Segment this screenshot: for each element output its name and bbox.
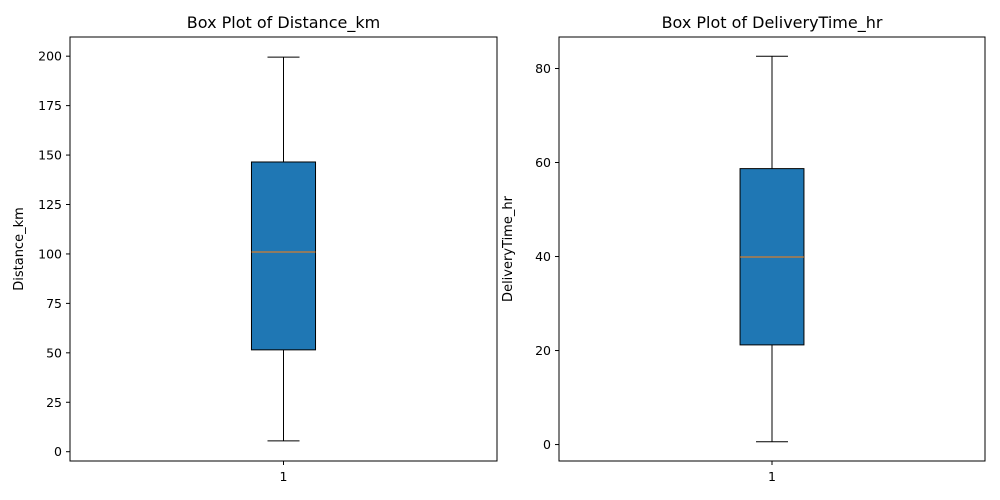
y-tick-label: 200 bbox=[38, 49, 62, 64]
y-tick-label: 125 bbox=[38, 197, 62, 212]
y-axis-label: DeliveryTime_hr bbox=[501, 195, 516, 302]
plot-frame bbox=[69, 36, 498, 462]
y-tick-label: 75 bbox=[46, 296, 62, 311]
chart-title: Box Plot of Distance_km bbox=[187, 13, 380, 33]
x-tick-label: 1 bbox=[768, 469, 776, 484]
iqr-box bbox=[250, 161, 317, 351]
chart-panel-2: Box Plot of DeliveryTime_hr DeliveryTime_… bbox=[501, 13, 986, 484]
chart-title: Box Plot of DeliveryTime_hr bbox=[662, 13, 883, 33]
y-tick-label: 175 bbox=[38, 98, 62, 113]
y-tick-label: 80 bbox=[535, 61, 551, 76]
y-tick-label: 0 bbox=[543, 437, 551, 452]
y-tick-label: 20 bbox=[535, 343, 551, 358]
y-tick-label: 40 bbox=[535, 249, 551, 264]
y-tick-label: 50 bbox=[46, 345, 62, 360]
y-tick-label: 0 bbox=[54, 444, 62, 459]
plot-frame bbox=[558, 36, 986, 462]
y-tick-label: 100 bbox=[38, 246, 62, 261]
y-tick-label: 60 bbox=[535, 155, 551, 170]
y-tick-label: 25 bbox=[46, 395, 62, 410]
y-tick-label: 150 bbox=[38, 148, 62, 163]
x-tick-label: 1 bbox=[280, 469, 288, 484]
y-axis-label: Distance_km bbox=[12, 207, 27, 291]
chart-panel-1: Box Plot of Distance_km Distance_km 0 25 50 7… bbox=[12, 13, 498, 484]
